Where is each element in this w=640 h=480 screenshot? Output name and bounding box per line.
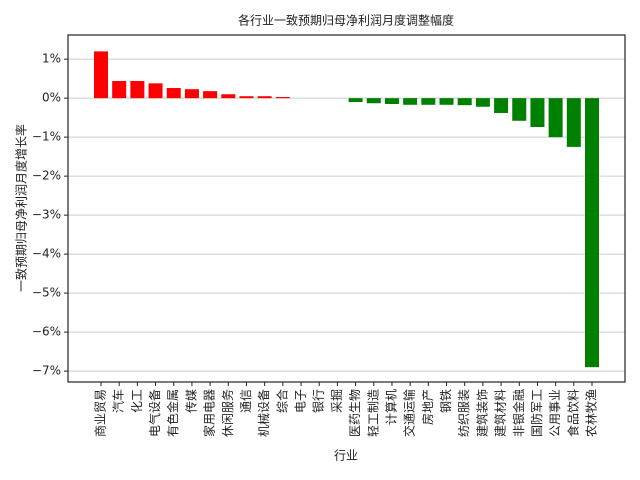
bar xyxy=(548,98,563,138)
bar xyxy=(221,94,236,99)
x-tick-label: 食品饮料 xyxy=(565,389,580,437)
x-tick-label: 非银金融 xyxy=(511,389,526,437)
bar xyxy=(512,98,527,121)
bar xyxy=(348,98,363,103)
x-tick-label: 商业贸易 xyxy=(93,389,108,437)
bar xyxy=(421,98,436,105)
x-axis-label: 行业 xyxy=(334,449,358,463)
bar xyxy=(275,96,290,99)
bar xyxy=(166,88,181,99)
y-tick-label: 1% xyxy=(42,52,61,66)
x-tick-label: 建筑装饰 xyxy=(474,389,489,437)
chart-title: 各行业一致预期归母净利润月度调整幅度 xyxy=(238,13,454,28)
y-tick-label: −5% xyxy=(32,286,61,300)
x-tick-label: 采掘 xyxy=(329,389,344,413)
x-tick-label: 医药生物 xyxy=(348,389,362,437)
x-tick-label: 计算机 xyxy=(383,389,398,425)
axes-frame xyxy=(67,34,626,383)
x-tick-label: 休闲服务 xyxy=(220,389,235,437)
x-tick-label: 建筑材料 xyxy=(493,389,508,437)
bar xyxy=(112,81,127,99)
bar xyxy=(403,98,418,105)
bar xyxy=(94,51,108,99)
bar xyxy=(475,98,490,107)
x-tick-label: 国防军工 xyxy=(529,389,544,437)
bar xyxy=(439,98,454,105)
x-tick-label: 交通运输 xyxy=(402,389,417,437)
x-tick-label: 汽车 xyxy=(111,389,126,413)
bar xyxy=(494,98,509,113)
x-tick-label: 有色金属 xyxy=(165,389,180,437)
y-tick-label: −7% xyxy=(32,364,61,378)
bar xyxy=(384,98,399,105)
y-tick-label: −1% xyxy=(32,130,61,144)
y-tick-label: 0% xyxy=(42,91,61,105)
x-tick-label: 电气设备 xyxy=(147,389,162,437)
bar xyxy=(257,96,272,99)
x-tick-label: 轻工制造 xyxy=(366,389,380,437)
bar xyxy=(566,98,581,147)
y-tick-label: −4% xyxy=(32,247,61,261)
plot-area: 1% 0% −1% −2% −3% −4% −5% −6% −7% 商业贸易 汽车 化工 电气设备 有色金… xyxy=(32,51,625,437)
bar xyxy=(203,91,218,99)
bar xyxy=(366,98,381,104)
y-tick-label: −2% xyxy=(32,169,61,183)
x-tick-label: 机械设备 xyxy=(256,389,271,437)
bar xyxy=(239,96,254,99)
x-tick-label: 银行 xyxy=(312,389,326,413)
x-tick-label: 化工 xyxy=(130,389,144,413)
bar xyxy=(530,98,545,128)
x-tick-label: 通信 xyxy=(239,389,253,413)
x-tick-label: 纺织服装 xyxy=(457,389,471,437)
x-tick-label: 农林牧渔 xyxy=(585,389,599,437)
bar xyxy=(457,98,472,106)
x-tick-label: 钢铁 xyxy=(439,389,453,413)
bar xyxy=(585,98,599,368)
x-tick-label: 传媒 xyxy=(183,389,198,413)
y-tick-label: −6% xyxy=(32,325,61,339)
x-tick-label: 电子 xyxy=(294,389,308,413)
bar xyxy=(184,89,199,99)
bar xyxy=(148,83,163,99)
x-tick-label: 综合 xyxy=(274,389,289,413)
y-axis-label: 一致预期归母净利润月度增长率 xyxy=(14,124,29,292)
x-tick-label: 家用电器 xyxy=(202,389,217,437)
x-tick-label: 房地产 xyxy=(420,389,435,425)
x-tick-label: 公用事业 xyxy=(548,389,562,437)
y-tick-label: −3% xyxy=(32,208,61,222)
bar xyxy=(130,81,145,99)
